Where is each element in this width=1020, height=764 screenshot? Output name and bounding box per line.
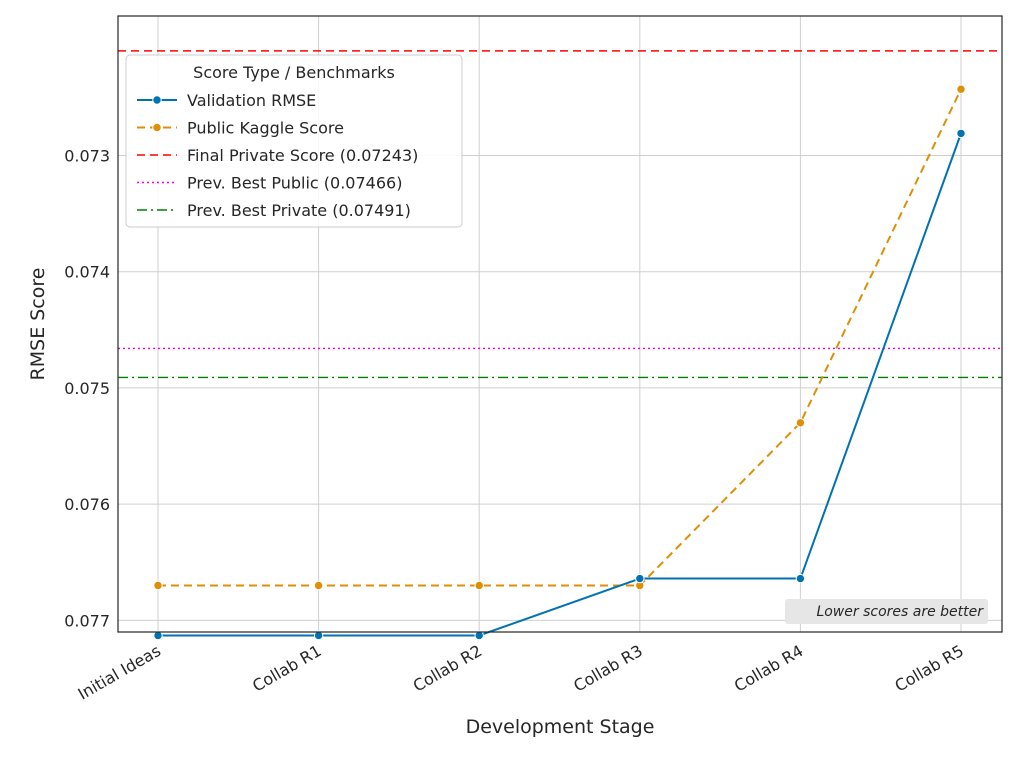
y-tick-label: 0.073 xyxy=(64,146,110,165)
data-point xyxy=(795,573,806,584)
y-tick-label: 0.077 xyxy=(64,611,110,630)
data-point xyxy=(153,630,163,641)
y-tick-label: 0.076 xyxy=(64,495,110,514)
legend-label: Public Kaggle Score xyxy=(187,119,344,138)
x-tick-label: Collab R1 xyxy=(249,641,324,696)
legend-title: Score Type / Benchmarks xyxy=(193,63,395,82)
legend-marker xyxy=(152,122,162,133)
x-tick-labels: Initial Ideas Collab R1 Collab R2 Collab R3… xyxy=(75,641,967,704)
x-tick-label: Collab R2 xyxy=(410,641,485,696)
data-point xyxy=(956,128,966,139)
y-tick-labels: 0.073 0.074 0.075 0.076 0.077 xyxy=(64,146,110,630)
legend-label: Prev. Best Public (0.07466) xyxy=(187,174,402,193)
data-point xyxy=(313,630,324,641)
y-axis-title: RMSE Score xyxy=(27,268,49,381)
annotation-box: Lower scores are better xyxy=(785,599,988,624)
x-tick-label: Initial Ideas xyxy=(75,641,164,704)
reference-lines xyxy=(118,50,1002,379)
x-tick-label: Collab R5 xyxy=(892,641,967,696)
data-point xyxy=(313,580,324,591)
data-point xyxy=(635,573,645,584)
series-line xyxy=(158,133,962,637)
legend-entries: Validation RMSE Public Kaggle Score Final … xyxy=(137,91,418,220)
y-tick-label: 0.074 xyxy=(64,263,110,282)
x-axis-title: Development Stage xyxy=(466,716,655,738)
series-line xyxy=(158,88,962,587)
annotation-background xyxy=(785,599,988,624)
x-tick-label: Collab R4 xyxy=(731,641,806,696)
legend-marker xyxy=(152,95,162,105)
data-point xyxy=(153,580,163,591)
legend: Score Type / Benchmarks Validation RMSE P… xyxy=(125,54,463,228)
data-point xyxy=(474,580,484,591)
annotation-text: Lower scores are better xyxy=(816,604,984,620)
data-point xyxy=(474,630,484,641)
y-tick-label: 0.075 xyxy=(64,379,110,398)
legend-label: Prev. Best Private (0.07491) xyxy=(187,201,411,220)
legend-label: Final Private Score (0.07243) xyxy=(187,146,418,165)
x-tick-label: Collab R3 xyxy=(570,641,645,696)
legend-label: Validation RMSE xyxy=(187,91,316,110)
plot-frame xyxy=(117,15,1003,633)
data-point xyxy=(795,418,806,428)
data-point xyxy=(956,84,966,94)
data-series xyxy=(153,84,966,641)
legend-box xyxy=(125,54,463,228)
